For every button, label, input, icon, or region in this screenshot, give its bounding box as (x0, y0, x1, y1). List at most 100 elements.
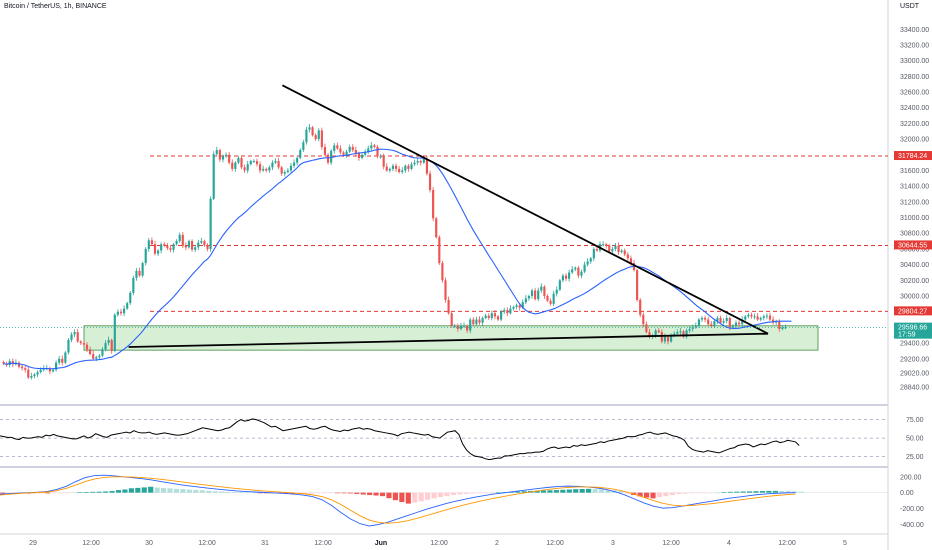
candle-body (500, 311, 503, 320)
candle-body (252, 161, 255, 163)
candle-body (197, 242, 200, 248)
candle-body (169, 248, 172, 250)
time-tick-label: Jun (375, 540, 387, 547)
macd-tick-label: -200.00 (900, 506, 924, 513)
candle-body (657, 330, 660, 333)
candle-body (577, 267, 580, 276)
macd-histogram-bar (315, 492, 321, 494)
macd-histogram-bar (96, 491, 102, 493)
macd-histogram-bar (644, 492, 650, 498)
macd-histogram-bar (392, 492, 398, 501)
macd-histogram-bar (238, 492, 244, 493)
signal-line (0, 476, 796, 524)
candle-body (234, 162, 237, 169)
macd-histogram-bar (437, 492, 444, 498)
candle-body (561, 275, 565, 281)
macd-histogram-bar (199, 490, 205, 493)
candle-body (645, 324, 648, 333)
price-axis-badge (894, 322, 932, 332)
candle-body (549, 300, 552, 304)
macd-histogram-bar (379, 492, 386, 497)
macd-histogram-bar (128, 488, 134, 493)
candle-body (92, 354, 95, 359)
macd-histogram-bar (515, 491, 521, 493)
macd-histogram-bar (740, 491, 746, 493)
candle-body (299, 150, 302, 158)
candle-body (95, 357, 98, 359)
macd-histogram-bar (463, 492, 469, 494)
candle-body (555, 289, 558, 294)
price-tick-label: 33400.00 (900, 27, 929, 34)
candle-body (339, 148, 342, 153)
macd-histogram-bar (154, 487, 160, 493)
candle-body (373, 145, 376, 147)
candle-body (237, 157, 240, 163)
candle-body (209, 198, 212, 249)
candle-body (119, 311, 123, 314)
candle-body (376, 146, 379, 157)
macd-histogram-bar (0, 492, 6, 494)
macd-histogram-bar (367, 492, 373, 496)
macd-tick-label: -400.00 (900, 522, 924, 529)
trendline-ascending (128, 332, 769, 348)
macd-histogram-bar (483, 492, 489, 494)
macd-histogram-bar (656, 492, 663, 498)
candle-body (444, 280, 447, 300)
candle-body (583, 264, 586, 272)
candle-body (636, 270, 639, 300)
macd-histogram-bar (347, 492, 353, 494)
candle-body (750, 314, 753, 317)
candle-body (370, 145, 373, 149)
candle-body (530, 290, 534, 297)
time-tick-label: 12:00 (662, 540, 680, 547)
macd-histogram-bar (772, 490, 778, 493)
candle-body (110, 339, 113, 351)
macd-histogram-bar (354, 492, 360, 494)
macd-histogram-bar (412, 492, 418, 503)
candle-body (21, 366, 24, 369)
candle-body (518, 305, 521, 308)
candle-body (135, 270, 138, 278)
candle-body (540, 286, 543, 291)
time-tick-label: 5 (843, 540, 847, 547)
candle-body (326, 154, 330, 163)
candle-body (224, 154, 228, 157)
candle-body (398, 168, 401, 173)
candle-body (172, 244, 175, 250)
candle-body (61, 358, 64, 363)
candle-body (311, 127, 314, 136)
macd-histogram-bar (206, 490, 212, 493)
price-tick-label: 30000.00 (900, 294, 929, 301)
macd-histogram-bar (566, 489, 572, 493)
price-axis-badge (894, 329, 932, 339)
macd-histogram-bar (676, 492, 682, 495)
macd-histogram-bar (251, 492, 257, 494)
candle-body (141, 263, 144, 276)
candle-body (277, 161, 280, 168)
candle-body (280, 167, 283, 174)
candle-body (113, 314, 116, 351)
candle-body (218, 150, 221, 160)
candle-body (394, 165, 398, 169)
price-tick-label: 32400.00 (900, 105, 929, 112)
candle-body (419, 161, 422, 163)
symbol-title: Bitcoin / TetherUS, 1h, BINANCE (4, 3, 107, 10)
price-tick-label: 29200.00 (900, 356, 929, 363)
candle-body (126, 303, 129, 309)
candle-body (602, 244, 605, 246)
candle-body (150, 240, 153, 245)
candle-body (784, 327, 787, 329)
candle-body (670, 335, 673, 342)
candle-body (691, 327, 694, 329)
macd-histogram-bar (257, 492, 263, 494)
candle-body (24, 368, 27, 370)
candle-body (292, 162, 296, 166)
macd-histogram-bar (779, 491, 785, 493)
macd-histogram-bar (618, 491, 624, 493)
price-tick-label: 30600.00 (900, 246, 929, 253)
macd-histogram-bar (302, 492, 308, 494)
candle-body (453, 325, 456, 327)
macd-histogram-bar (322, 492, 328, 494)
